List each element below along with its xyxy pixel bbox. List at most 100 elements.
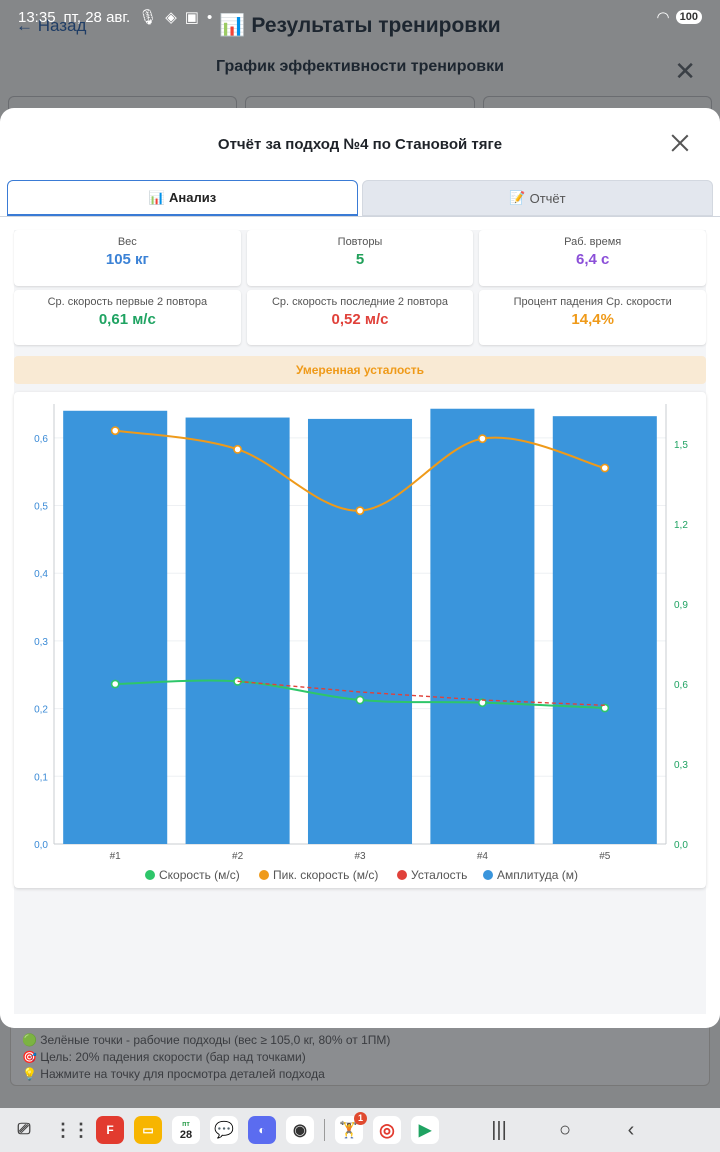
stat-speed-drop: Процент падения Ср. скорости 14,4% — [479, 290, 707, 345]
background-tab[interactable] — [245, 96, 475, 110]
background-close-icon[interactable]: ✕ — [674, 56, 696, 86]
stats-row-1: Вес 105 кг Повторы 5 Раб. время 6,4 с — [14, 230, 707, 286]
x-tick-label: #5 — [599, 851, 611, 862]
bar-amplitude-3 — [307, 418, 413, 844]
y-right-tick-label: 0,6 — [674, 680, 688, 691]
data-point — [355, 695, 365, 705]
bar-amplitude-4 — [430, 408, 535, 844]
nav-separator — [324, 1119, 325, 1141]
x-tick-label: #2 — [232, 851, 244, 862]
background-tab[interactable] — [8, 96, 238, 110]
memo-icon: 📝 — [509, 190, 526, 205]
legend-marker — [259, 870, 269, 880]
efficiency-chart[interactable]: 0,0 0,1 0,2 0,3 0,4 0,5 0,6 0,0 0,3 0,6 0,9 1,2 1,5 #… — [14, 392, 706, 888]
chart-card: 0,0 0,1 0,2 0,3 0,4 0,5 0,6 0,0 0,3 0,6 0,9 1,2 1,5 #… — [14, 392, 706, 888]
y-left-tick-label: 0,0 — [34, 840, 48, 851]
internet-icon[interactable]: ◐ — [248, 1116, 276, 1144]
calendar-icon[interactable]: пт 28 — [172, 1116, 200, 1144]
x-tick-label: #4 — [477, 851, 489, 862]
y-right-tick-label: 1,5 — [674, 440, 688, 451]
y-left-tick-label: 0,2 — [34, 705, 48, 716]
battery-indicator: 100 — [675, 10, 702, 24]
y-left-tick-label: 0,5 — [34, 502, 48, 513]
tab-label: Отчёт — [529, 190, 566, 206]
stat-weight: Вес 105 кг — [14, 230, 241, 286]
y-right-tick-label: 0,9 — [674, 600, 688, 611]
y-left-tick-label: 0,1 — [34, 772, 48, 783]
stat-value: 14,4% — [571, 311, 614, 328]
navigation-bar: ⎚ ⋮⋮ F ▭ пт 28 💬 ◐ ◉ 🏋 1 ◎ ▶ ||| ○ ‹ — [0, 1108, 720, 1152]
bar-amplitude-2 — [185, 417, 290, 844]
bar-amplitude-1 — [63, 410, 168, 844]
messages-icon[interactable]: 💬 — [210, 1116, 238, 1144]
legend-label: Пик. скорость (м/с) — [273, 868, 378, 882]
analysis-content[interactable]: Вес 105 кг Повторы 5 Раб. время 6,4 с Ср… — [14, 230, 707, 1014]
mic-icon: 🎙 — [138, 9, 158, 26]
stat-work-time: Раб. время 6,4 с — [479, 230, 707, 286]
stat-avg-speed-first: Ср. скорость первые 2 повтора 0,61 м/с — [14, 290, 241, 345]
close-icon[interactable] — [668, 132, 692, 156]
screenshot-icon[interactable]: ⎚ — [17, 1121, 31, 1138]
bar-chart-icon: 📊 — [148, 189, 165, 205]
tab-label: Анализ — [169, 190, 217, 205]
fatigue-banner: Умеренная усталость — [14, 356, 706, 384]
legend-marker — [145, 870, 155, 880]
diamond-icon: ◈ — [165, 9, 177, 26]
data-point — [233, 444, 242, 454]
data-point — [600, 703, 610, 713]
stat-value: 6,4 с — [575, 251, 610, 268]
stat-value: 5 — [355, 251, 365, 268]
data-point — [110, 426, 120, 436]
wifi-icon: ◠ — [656, 9, 670, 26]
tab-divider — [0, 216, 720, 217]
modal-tabs: 📊 Анализ 📝 Отчёт — [7, 180, 713, 216]
legend-marker — [483, 870, 493, 880]
data-point — [600, 463, 610, 473]
data-point — [110, 679, 120, 689]
x-tick-label: #3 — [354, 851, 366, 862]
dot-icon: • — [206, 8, 213, 26]
home-icon[interactable]: ○ — [558, 1118, 572, 1141]
bar-amplitude-5 — [552, 416, 657, 844]
back-icon[interactable]: ‹ — [627, 1118, 635, 1141]
legend-marker — [397, 870, 407, 880]
play-store-icon[interactable]: ▶ — [411, 1116, 439, 1144]
modal-title: Отчёт за подход №4 по Становой тяге — [217, 136, 503, 153]
y-right-tick-label: 1,2 — [674, 520, 688, 531]
background-subtitle: График эффективности тренировки — [216, 58, 504, 75]
background-tab[interactable] — [482, 96, 712, 110]
data-point — [477, 434, 487, 444]
recent-apps-icon[interactable]: ||| — [491, 1118, 507, 1141]
background-tabs — [8, 96, 712, 110]
tab-analysis[interactable]: 📊 Анализ — [7, 180, 358, 216]
fatigue-trend-line — [237, 680, 605, 707]
stat-value: 0,61 м/с — [98, 311, 156, 328]
stat-value: 105 кг — [105, 251, 149, 268]
report-modal: Отчёт за подход №4 по Становой тяге 📊 Ан… — [0, 108, 720, 1028]
back-link[interactable]: ← Назад — [16, 16, 87, 35]
x-tick-label: #1 — [110, 851, 122, 862]
status-bar: 13:35 пт, 28 авг. 🎙 ◈ ▣ • ◠ 100 — [0, 0, 720, 34]
flipboard-icon[interactable]: F — [96, 1116, 124, 1144]
status-date: пт, 28 авг. — [63, 8, 131, 26]
data-point — [477, 698, 487, 708]
y-right-tick-label: 0,3 — [674, 760, 688, 771]
chrome-icon[interactable]: ◎ — [373, 1116, 401, 1144]
gallery-icon: ▣ — [184, 9, 199, 26]
stat-value: 0,52 м/с — [331, 311, 389, 328]
folder-icon[interactable]: ▭ — [134, 1116, 162, 1144]
y-left-tick-label: 0,6 — [34, 434, 48, 445]
tab-report[interactable]: 📝 Отчёт — [362, 180, 713, 216]
background-notes: 🟢 Зелёные точки - рабочие подходы (вес ≥… — [22, 1032, 390, 1083]
note-line: 💡 Нажмите на точку для просмотра деталей… — [22, 1067, 325, 1081]
app-title: 📊 Результаты тренировки — [219, 14, 501, 37]
workout-app-icon[interactable]: 🏋 1 — [335, 1112, 367, 1144]
chart-emoji-icon: 📊 — [219, 14, 246, 37]
apps-grid-icon[interactable]: ⋮⋮ — [54, 1119, 90, 1140]
y-right-tick-label: 0,0 — [674, 840, 688, 851]
y-left-tick-label: 0,3 — [34, 637, 48, 648]
camera-icon[interactable]: ◉ — [286, 1116, 314, 1144]
y-left-tick-label: 0,4 — [34, 569, 48, 580]
note-line: 🟢 Зелёные точки - рабочие подходы (вес ≥… — [22, 1033, 391, 1047]
stat-reps: Повторы 5 — [246, 230, 474, 286]
